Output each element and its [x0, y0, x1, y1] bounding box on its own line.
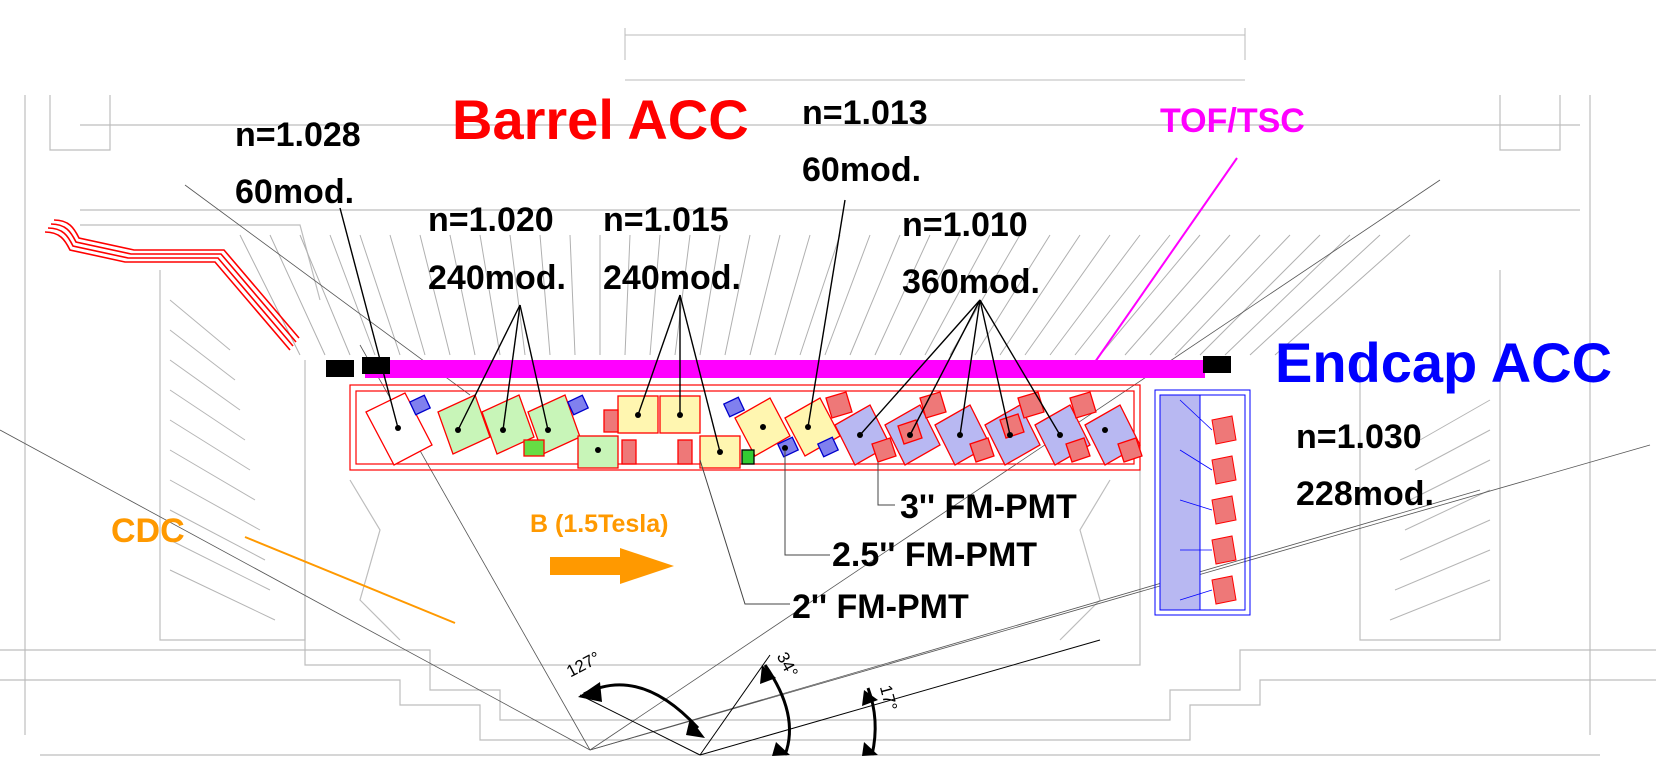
- pmt-callouts: [699, 450, 895, 605]
- tof-end-block-right: [1203, 356, 1231, 373]
- pmt-label-2inch: 2'' FM-PMT: [792, 588, 969, 626]
- endcap-acc-modules: [1159, 394, 1237, 611]
- dimension-lines: [624, 28, 1246, 81]
- index-label-1010: n=1.010: [902, 206, 1028, 244]
- module-n1020: [523, 439, 545, 457]
- endcap-module: [1159, 394, 1201, 611]
- cdc-label: CDC: [111, 512, 185, 550]
- endcap-acc-title: Endcap ACC: [1275, 331, 1613, 394]
- tof-end-block-left: [326, 360, 354, 377]
- angle-indicators: [579, 639, 1101, 756]
- index-label-1020: n=1.020: [428, 201, 554, 239]
- index-label-1015: n=1.015: [603, 201, 729, 239]
- module-count-1015: 240mod.: [603, 259, 741, 297]
- module-count-1010: 360mod.: [902, 263, 1040, 301]
- angle-arrowheads: [578, 665, 878, 756]
- index-label-1013: n=1.013: [802, 94, 928, 132]
- module-count-1028: 60mod.: [235, 173, 355, 211]
- bfield-arrow: [550, 548, 674, 584]
- right-endcap-structure: [1389, 399, 1491, 621]
- index-label-1030: n=1.030: [1296, 418, 1422, 456]
- bfield-label: B (1.5Tesla): [530, 510, 669, 538]
- pmt-label-3inch: 3'' FM-PMT: [900, 488, 1077, 526]
- tof-end-block-mid: [362, 357, 390, 374]
- tof-pointer: [1094, 157, 1238, 363]
- tof-tsc-label: TOF/TSC: [1160, 102, 1305, 140]
- barrel-acc-modules: [365, 391, 1143, 469]
- cdc-pointer: [244, 536, 456, 624]
- barrel-acc-title: Barrel ACC: [452, 88, 749, 151]
- left-cables: [44, 219, 300, 351]
- calorimeter-crystals: [239, 234, 1411, 356]
- index-label-1028: n=1.028: [235, 116, 361, 154]
- module-count-1020: 240mod.: [428, 259, 566, 297]
- module-count-1030: 228mod.: [1296, 475, 1434, 513]
- detector-structure: [0, 95, 1656, 756]
- label-leaders: [339, 199, 1061, 453]
- module-n1020: [437, 394, 491, 455]
- module-count-1013: 60mod.: [802, 151, 922, 189]
- pmt-label-2p5inch: 2.5'' FM-PMT: [832, 536, 1038, 574]
- left-endcap-structure: [169, 299, 276, 621]
